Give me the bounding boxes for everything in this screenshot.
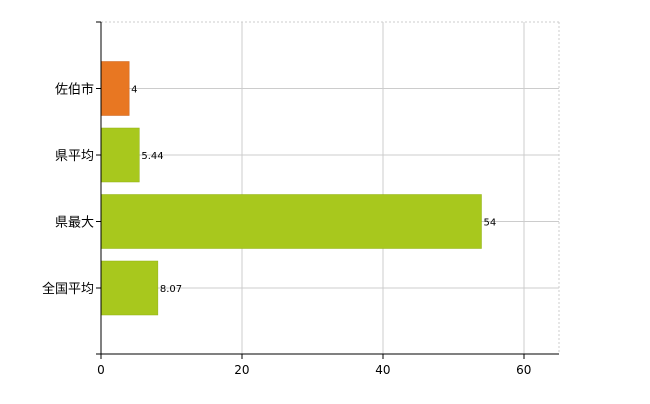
- bar: [100, 194, 482, 249]
- axes: [96, 21, 559, 359]
- y-tick-label: 全国平均: [42, 281, 94, 297]
- bar: [100, 127, 140, 183]
- data-label: 8.07: [160, 284, 182, 295]
- data-label: 4: [131, 85, 137, 96]
- bars: [100, 61, 482, 316]
- y-tick-label: 県最大: [55, 216, 94, 231]
- y-tick-label: 県平均: [55, 149, 94, 164]
- data-label: 54: [483, 218, 496, 229]
- x-tick-label: 40: [375, 363, 390, 377]
- y-tick-label: 佐伯市: [55, 82, 94, 98]
- grid-lines: [101, 21, 560, 354]
- x-tick-label: 60: [516, 363, 531, 377]
- bar: [100, 61, 130, 116]
- x-tick-label: 20: [234, 363, 249, 377]
- data-label: 5.44: [141, 151, 163, 162]
- bar: [100, 260, 159, 316]
- x-tick-label: 0: [97, 363, 105, 377]
